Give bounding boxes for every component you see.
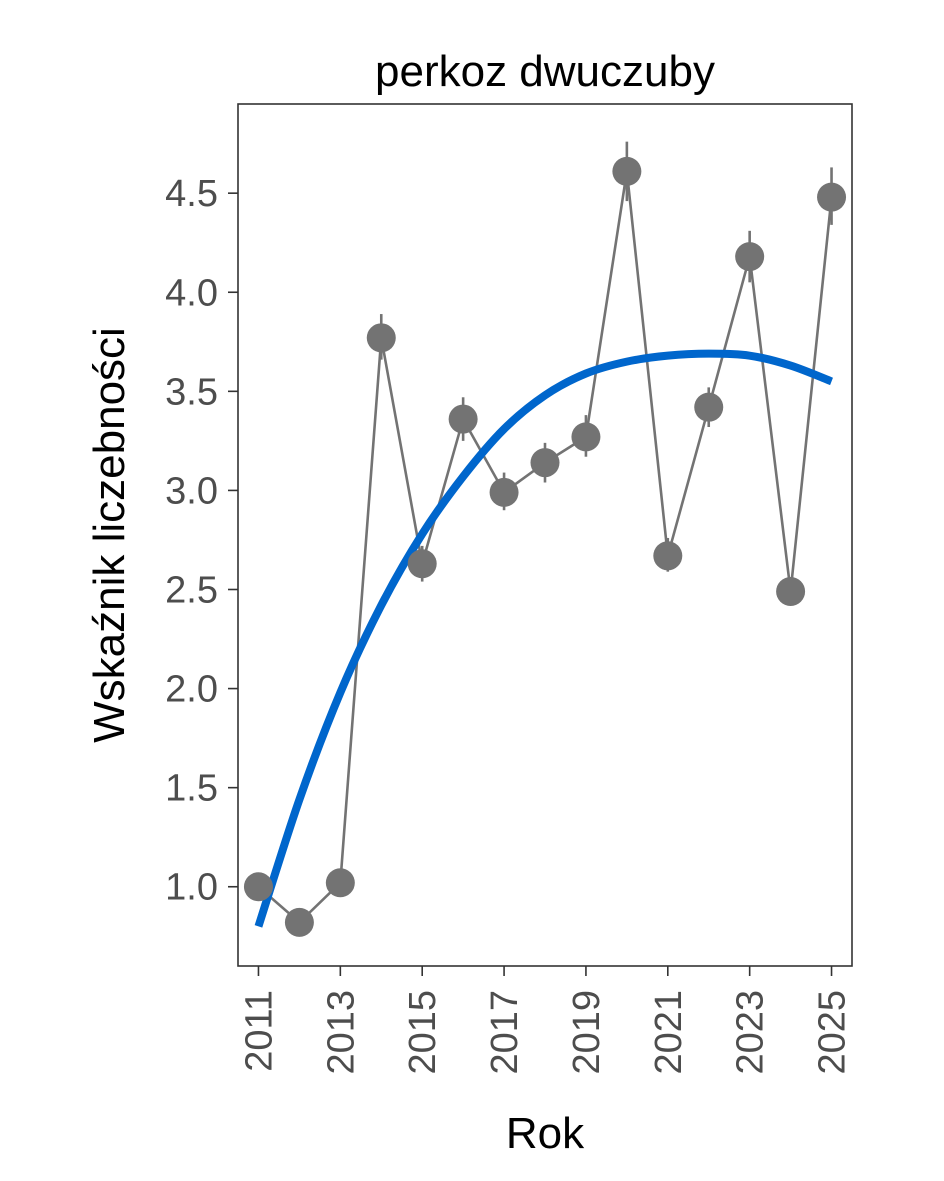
chart-title: perkoz dwuczuby xyxy=(375,47,715,96)
data-point xyxy=(489,477,519,507)
plot-panel xyxy=(237,103,853,967)
x-axis-title: Rok xyxy=(506,1109,585,1158)
data-point xyxy=(448,404,478,434)
x-tick-label: 2011 xyxy=(238,990,280,1072)
x-tick-label: 2017 xyxy=(484,990,526,1075)
x-tick-label: 2013 xyxy=(320,990,362,1075)
x-tick-label: 2019 xyxy=(566,990,608,1075)
data-point xyxy=(325,868,355,898)
data-point xyxy=(776,576,806,606)
series-line xyxy=(257,171,833,925)
data-point xyxy=(243,872,273,902)
x-tick-label: 2025 xyxy=(812,990,854,1075)
x-tick-label: 2023 xyxy=(730,990,772,1075)
x-tick-label: 2021 xyxy=(648,990,690,1075)
y-tick-label: 1.5 xyxy=(165,768,218,810)
y-tick-label: 3.0 xyxy=(165,470,218,512)
y-tick-label: 4.0 xyxy=(165,272,218,314)
data-point xyxy=(407,549,437,579)
data-point xyxy=(571,422,601,452)
x-tick-label: 2015 xyxy=(402,990,444,1075)
y-tick-label: 1.0 xyxy=(165,867,218,909)
data-point xyxy=(735,242,765,272)
data-layer xyxy=(243,141,847,937)
y-axis-title: Wskaźnik liczebności xyxy=(85,327,134,743)
axis-layer: 1.0 1.5 2.0 2.5 3.0 3.5 4.0 4.5 2011 2013 2015 2017… xyxy=(165,173,853,1074)
data-point xyxy=(694,392,724,422)
data-point xyxy=(817,182,847,212)
data-point xyxy=(284,907,314,937)
y-tick-label: 4.5 xyxy=(165,173,218,215)
data-point xyxy=(653,541,683,571)
y-tick-label: 2.5 xyxy=(165,569,218,611)
y-tick-label: 3.5 xyxy=(165,371,218,413)
trend-line xyxy=(254,349,833,928)
data-point xyxy=(366,323,396,353)
data-point xyxy=(612,156,642,186)
data-point xyxy=(530,448,560,478)
y-tick-label: 2.0 xyxy=(165,669,218,711)
